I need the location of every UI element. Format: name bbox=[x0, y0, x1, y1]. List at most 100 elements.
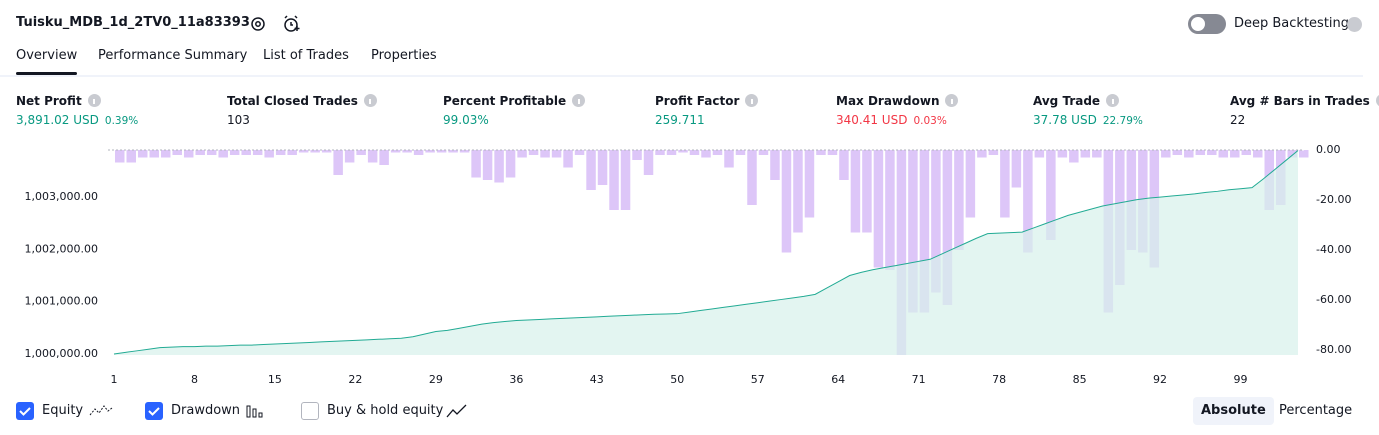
x-tick-label: 22 bbox=[348, 373, 362, 386]
drawdown-bar bbox=[241, 150, 251, 155]
drawdown-bar bbox=[643, 150, 654, 175]
metric-label-text: Avg # Bars in Trades bbox=[1230, 94, 1370, 108]
drawdown-bar bbox=[724, 150, 734, 168]
drawdown-bar bbox=[1034, 150, 1045, 158]
button[interactable]: Absolute bbox=[1193, 397, 1274, 425]
drawdown-icon bbox=[246, 405, 263, 418]
drawdown-bar bbox=[540, 150, 550, 158]
x-tick-label: 85 bbox=[1073, 373, 1087, 386]
drawdown-bar bbox=[149, 150, 159, 158]
drawdown-bar bbox=[310, 150, 320, 153]
drawdown-bar bbox=[436, 150, 447, 153]
metric-label: Profit Factor bbox=[655, 94, 759, 108]
drawdown-bar bbox=[183, 150, 194, 158]
equity-line bbox=[113, 150, 1299, 355]
drawdown-bar bbox=[528, 150, 539, 155]
drawdown-bar bbox=[459, 150, 470, 153]
toggle-label: Deep Backtesting bbox=[1234, 16, 1350, 31]
drawdown-bar bbox=[827, 150, 838, 155]
drawdown-bar bbox=[115, 150, 125, 163]
legend-label: Equity bbox=[42, 403, 84, 418]
drawdown-bar bbox=[264, 150, 274, 158]
checkbox[interactable] bbox=[301, 402, 319, 420]
drawdown-bar bbox=[712, 150, 723, 155]
check-mark bbox=[148, 407, 160, 416]
info-icon[interactable] bbox=[87, 94, 101, 107]
x-tick-label: 50 bbox=[670, 373, 684, 386]
metric-value-text: 259.711 bbox=[655, 113, 705, 127]
metric-value-text: 103 bbox=[227, 113, 250, 127]
drawdown-bar bbox=[1172, 150, 1183, 155]
metric-label: Avg Trade bbox=[1033, 94, 1120, 108]
metric-label: Total Closed Trades bbox=[227, 94, 377, 108]
drawdown-bar bbox=[609, 150, 619, 210]
metric-value: 22 bbox=[1230, 113, 1245, 127]
drawdown-bar bbox=[1057, 150, 1068, 158]
metric-label: Avg # Bars in Trades bbox=[1230, 94, 1379, 108]
drawdown-bar bbox=[344, 150, 355, 163]
tab-bar: Overview Performance Summary List of Trade… bbox=[0, 48, 1363, 77]
help-icon[interactable] bbox=[1347, 17, 1362, 32]
metric-value: 259.711 bbox=[655, 113, 705, 127]
info-icon[interactable] bbox=[1375, 94, 1379, 107]
checkbox[interactable] bbox=[16, 402, 34, 420]
drawdown-bar bbox=[908, 150, 918, 313]
info-icon[interactable] bbox=[363, 94, 377, 107]
metric-sub: 0.03% bbox=[913, 115, 947, 127]
drawdown-bar bbox=[735, 150, 746, 155]
tab[interactable]: Properties bbox=[371, 48, 437, 63]
drawdown-bar bbox=[862, 150, 872, 233]
drawdown-bar bbox=[126, 150, 136, 163]
drawdown-bar bbox=[839, 150, 849, 180]
info-icon[interactable] bbox=[572, 94, 586, 107]
settings-icon[interactable] bbox=[248, 14, 268, 34]
y-tick-label: 1,003,000.00 bbox=[25, 190, 98, 203]
y2-tick-label: -80.00 bbox=[1316, 343, 1351, 356]
drawdown-bar bbox=[701, 150, 711, 158]
checkbox[interactable] bbox=[145, 402, 163, 420]
info-icon[interactable] bbox=[745, 94, 759, 107]
drawdown-bar bbox=[620, 150, 631, 210]
drawdown-bar bbox=[218, 150, 228, 158]
drawdown-bar bbox=[1126, 150, 1137, 250]
chart: 0.00 -20.00 -40.00 -60.00 -80.00 1,000,000.00… bbox=[25, 143, 1352, 386]
info-icon[interactable] bbox=[1106, 94, 1120, 107]
y2-tick-label: -60.00 bbox=[1316, 293, 1351, 306]
deep-backtesting-toggle[interactable] bbox=[1188, 14, 1226, 34]
metric-label-text: Total Closed Trades bbox=[227, 94, 358, 108]
drawdown-bar bbox=[1023, 150, 1033, 253]
x-tick-label: 15 bbox=[268, 373, 282, 386]
drawdown-bar bbox=[1011, 150, 1022, 188]
buy-hold-icon bbox=[446, 404, 467, 418]
drawdown-bar bbox=[804, 150, 815, 218]
button[interactable]: Percentage bbox=[1279, 403, 1353, 418]
tab[interactable]: Performance Summary bbox=[98, 48, 248, 63]
metric-value: 3,891.02 USD 0.39% bbox=[16, 113, 138, 127]
drawdown-bar bbox=[816, 150, 826, 155]
x-tick-label: 92 bbox=[1153, 373, 1167, 386]
drawdown-bar bbox=[1161, 150, 1171, 158]
drawdown-bar bbox=[195, 150, 205, 155]
drawdown-bar bbox=[1080, 150, 1091, 158]
metric-value-text: 3,891.02 USD bbox=[16, 113, 99, 127]
drawdown-bar bbox=[517, 150, 527, 158]
drawdown-bar bbox=[379, 150, 389, 165]
drawdown-bar bbox=[1195, 150, 1206, 155]
y-tick-label: 1,000,000.00 bbox=[25, 347, 98, 360]
x-tick-label: 8 bbox=[191, 373, 198, 386]
alert-icon[interactable] bbox=[282, 14, 302, 34]
drawdown-bar bbox=[1218, 150, 1229, 158]
drawdown-bar bbox=[919, 150, 930, 313]
drawdown-bar bbox=[793, 150, 803, 233]
info-icon[interactable] bbox=[945, 94, 959, 107]
x-tick-label: 78 bbox=[992, 373, 1006, 386]
drawdown-bar bbox=[942, 150, 953, 305]
legend-label: Drawdown bbox=[171, 403, 241, 418]
metric-value-text: 37.78 USD bbox=[1033, 113, 1097, 127]
metric-value: 340.41 USD 0.03% bbox=[836, 113, 947, 127]
tab[interactable]: List of Trades bbox=[263, 48, 349, 63]
metric-label: Max Drawdown bbox=[836, 94, 959, 108]
tab[interactable]: Overview bbox=[16, 48, 78, 75]
drawdown-bar bbox=[413, 150, 424, 155]
